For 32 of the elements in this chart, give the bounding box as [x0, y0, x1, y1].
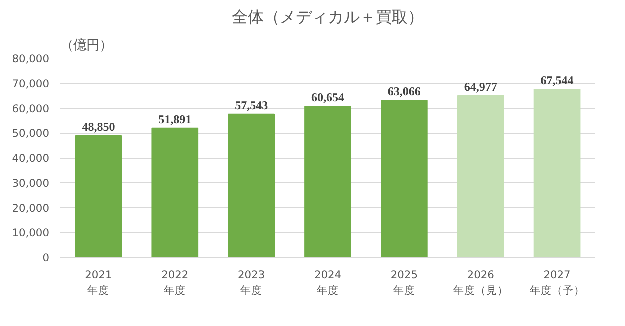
y-tick-label: 60,000 — [12, 102, 50, 116]
bar — [381, 100, 428, 258]
bar — [304, 106, 352, 258]
x-tick-label: 2023 年度 — [238, 268, 266, 298]
bar — [75, 135, 122, 258]
y-tick-label: 30,000 — [12, 176, 50, 190]
x-tick-label: 2022 年度 — [162, 268, 189, 298]
x-tick-label: 2026 年度（見） — [453, 268, 508, 298]
data-label: 64,977 — [464, 80, 498, 94]
data-label: 51,891 — [158, 112, 192, 126]
x-tick-label: 2025 年度 — [390, 268, 418, 298]
bar — [152, 128, 199, 258]
data-label: 63,066 — [388, 84, 421, 99]
bar — [228, 114, 275, 258]
data-label: 48,850 — [82, 120, 116, 134]
y-axis-title: （億円） — [60, 38, 112, 54]
data-label: 67,544 — [540, 73, 574, 88]
y-tick-label: 40,000 — [12, 152, 50, 165]
x-tick-label: 2024 年度 — [314, 268, 342, 298]
x-tick-label: 2027 年度（予） — [530, 268, 585, 298]
y-tick-label: 50,000 — [12, 127, 50, 140]
bar — [457, 95, 504, 258]
bar — [534, 88, 581, 258]
y-tick-label: 10,000 — [12, 226, 50, 240]
data-label: 60,654 — [312, 90, 344, 105]
x-tick-label: 2021 年度 — [85, 268, 112, 298]
chart-title: 全体（メディカル＋買取） — [232, 8, 424, 26]
y-tick-label: 80,000 — [12, 52, 50, 66]
y-tick-label: 0 — [42, 252, 50, 264]
y-tick-label: 70,000 — [12, 77, 50, 90]
y-tick-label: 20,000 — [12, 202, 50, 215]
data-label: 57,543 — [235, 98, 268, 112]
